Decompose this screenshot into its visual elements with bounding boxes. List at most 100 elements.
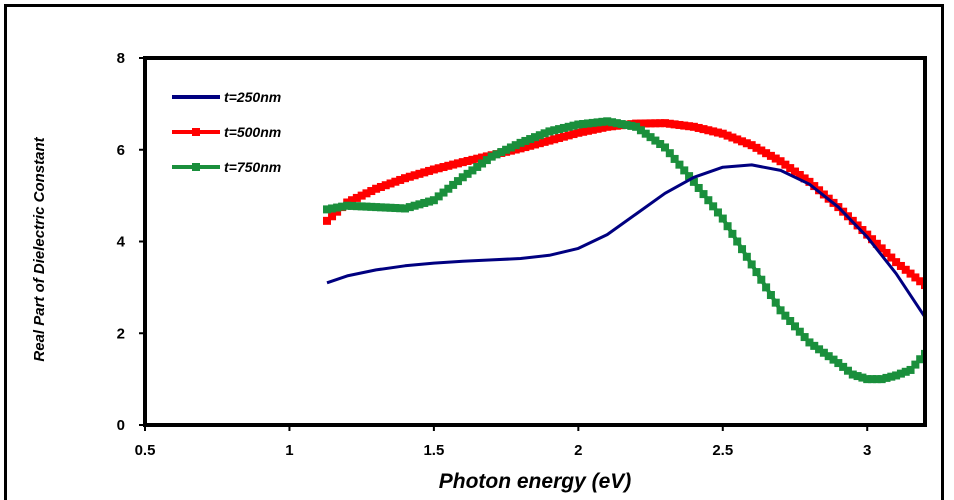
data-point bbox=[608, 118, 617, 127]
data-point bbox=[376, 182, 385, 191]
data-point bbox=[656, 140, 665, 149]
data-point bbox=[699, 190, 708, 199]
data-point bbox=[641, 129, 650, 138]
data-point bbox=[699, 125, 708, 134]
data-point bbox=[843, 366, 852, 375]
data-point bbox=[887, 253, 896, 262]
data-point bbox=[709, 127, 718, 136]
data-point bbox=[531, 133, 539, 142]
data-point bbox=[381, 181, 390, 190]
data-point bbox=[348, 196, 357, 205]
data-point bbox=[593, 124, 602, 133]
data-point bbox=[502, 145, 511, 154]
data-point bbox=[627, 121, 636, 130]
x-tick-label: 0.5 bbox=[135, 442, 156, 459]
data-point bbox=[704, 196, 713, 205]
data-point bbox=[896, 261, 905, 270]
data-point bbox=[766, 151, 775, 160]
data-point bbox=[444, 184, 453, 193]
data-point bbox=[357, 202, 366, 211]
data-point bbox=[742, 139, 751, 148]
data-point bbox=[352, 202, 361, 211]
data-point bbox=[478, 153, 487, 162]
data-point bbox=[694, 183, 703, 192]
series-t-750nm bbox=[323, 117, 925, 384]
data-point bbox=[738, 245, 747, 254]
legend-label: t=750nm bbox=[224, 159, 281, 175]
data-point bbox=[348, 201, 357, 210]
data-point bbox=[752, 268, 761, 277]
data-point bbox=[791, 167, 799, 176]
data-point bbox=[579, 119, 588, 128]
data-point bbox=[713, 208, 722, 217]
data-point bbox=[367, 187, 376, 196]
data-point bbox=[439, 188, 448, 197]
data-point bbox=[646, 119, 655, 128]
x-tick-label: 2.5 bbox=[712, 442, 733, 459]
data-point bbox=[598, 123, 607, 132]
data-point bbox=[781, 311, 790, 320]
data-point bbox=[550, 135, 559, 144]
data-point bbox=[425, 197, 434, 206]
data-point bbox=[410, 171, 419, 180]
data-point bbox=[425, 166, 434, 175]
data-point bbox=[718, 214, 727, 223]
data-point bbox=[675, 160, 684, 169]
data-point bbox=[468, 166, 477, 175]
data-point bbox=[786, 317, 795, 326]
series-t-250nm bbox=[326, 163, 925, 319]
data-point bbox=[665, 119, 674, 128]
data-point bbox=[911, 273, 920, 282]
x-axis-title: Photon energy (eV) bbox=[439, 470, 632, 493]
data-point bbox=[328, 204, 337, 213]
data-point bbox=[569, 130, 578, 139]
data-point bbox=[872, 239, 881, 248]
data-point bbox=[665, 149, 674, 158]
data-point bbox=[555, 125, 564, 134]
data-point bbox=[771, 298, 780, 307]
data-point bbox=[608, 122, 617, 131]
data-point bbox=[564, 131, 573, 140]
data-point bbox=[405, 172, 414, 181]
data-point bbox=[420, 168, 429, 177]
data-point bbox=[545, 136, 554, 145]
data-point bbox=[531, 140, 539, 149]
data-point bbox=[323, 205, 331, 214]
data-point bbox=[338, 202, 347, 211]
data-point bbox=[323, 216, 331, 225]
data-point bbox=[463, 156, 472, 165]
data-point bbox=[887, 372, 896, 381]
data-point bbox=[458, 158, 467, 167]
data-point bbox=[877, 244, 886, 253]
data-point bbox=[713, 128, 722, 137]
data-point bbox=[680, 166, 689, 175]
data-point bbox=[800, 174, 809, 183]
data-point bbox=[892, 258, 901, 267]
data-point bbox=[401, 204, 409, 213]
data-point bbox=[376, 203, 385, 212]
data-point bbox=[896, 369, 905, 378]
data-point bbox=[853, 372, 862, 381]
y-tick-label: 6 bbox=[117, 142, 125, 159]
data-point bbox=[661, 119, 669, 128]
data-point bbox=[328, 212, 337, 221]
data-point bbox=[776, 157, 785, 166]
data-point bbox=[603, 117, 612, 126]
data-point bbox=[656, 119, 665, 128]
data-point bbox=[728, 229, 737, 238]
data-point bbox=[588, 125, 597, 134]
data-point bbox=[689, 177, 698, 186]
data-point bbox=[574, 128, 583, 137]
data-point bbox=[391, 204, 400, 213]
data-point bbox=[497, 148, 506, 157]
data-point bbox=[579, 127, 588, 136]
data-point bbox=[540, 129, 549, 138]
data-point bbox=[516, 144, 525, 153]
data-point bbox=[651, 119, 660, 128]
data-point bbox=[492, 150, 501, 159]
data-point bbox=[386, 203, 395, 212]
data-point bbox=[434, 192, 443, 201]
data-point bbox=[911, 360, 920, 369]
data-point bbox=[728, 133, 737, 142]
data-point bbox=[612, 119, 621, 128]
